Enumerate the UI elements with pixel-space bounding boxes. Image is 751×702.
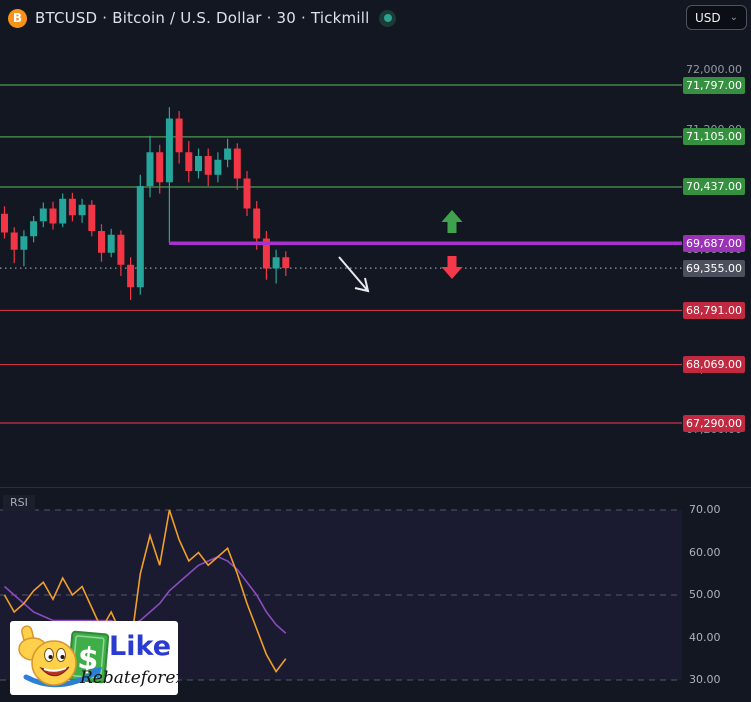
resistance-price-label[interactable]: 70,437.00 [683, 178, 745, 196]
chevron-down-icon: ⌄ [729, 12, 738, 23]
candle-body[interactable] [214, 159, 222, 175]
candle-body[interactable] [165, 118, 173, 183]
support-price-label[interactable]: 67,290.00 [683, 414, 745, 432]
pivot-price-label[interactable]: 69,687.00 [683, 234, 745, 252]
candle-body[interactable] [224, 148, 232, 160]
candle-body[interactable] [59, 198, 67, 224]
trend-arrow-head [354, 277, 370, 293]
candle-body[interactable] [204, 156, 212, 175]
candle-body[interactable] [10, 232, 18, 250]
rsi-axis-tick: 30.00 [689, 673, 721, 686]
rsi-ma-line [3, 555, 287, 634]
brand-watermark: $ Like Rebateforex [10, 621, 178, 695]
rsi-axis-tick: 70.00 [689, 503, 721, 516]
candle-body[interactable] [253, 208, 261, 239]
candle-body[interactable] [1, 213, 8, 233]
rsi-indicator-label[interactable]: RSI [3, 495, 35, 511]
candle-body[interactable] [68, 198, 76, 216]
candle-body[interactable] [30, 221, 38, 237]
candle-body[interactable] [117, 234, 125, 265]
thumbs-up-smiley-icon [18, 625, 77, 686]
candle-body[interactable] [272, 257, 280, 269]
resistance-price-label[interactable]: 71,105.00 [683, 128, 745, 146]
candle-body[interactable] [88, 204, 96, 232]
rsi-line [3, 509, 287, 673]
candle-body[interactable] [262, 238, 270, 269]
candle-body[interactable] [107, 234, 115, 253]
candle-body[interactable] [156, 152, 164, 183]
candle-body[interactable] [185, 152, 193, 172]
connection-status-icon[interactable] [379, 9, 397, 27]
currency-dropdown[interactable]: USD ⌄ [686, 5, 747, 30]
support-price-label[interactable]: 68,791.00 [683, 301, 745, 319]
up-arrow-marker[interactable] [441, 210, 463, 233]
candle-body[interactable] [282, 257, 290, 269]
rsi-axis-tick: 50.00 [689, 588, 721, 601]
candle-body[interactable] [20, 236, 28, 250]
bitcoin-icon: B [8, 8, 27, 28]
candle-body[interactable] [136, 186, 144, 288]
support-price-label[interactable]: 68,069.00 [683, 356, 745, 374]
rsi-axis-tick: 40.00 [689, 630, 721, 644]
symbol-title[interactable]: BTCUSD · Bitcoin / U.S. Dollar · 30 · Ti… [35, 9, 370, 27]
logo-like-text: Like [109, 631, 171, 662]
trend-arrow-line[interactable] [338, 256, 369, 292]
logo-brand-text: Rebateforex [79, 668, 178, 688]
symbol-header: B BTCUSD · Bitcoin / U.S. Dollar · 30 · … [0, 0, 751, 36]
candle-body[interactable] [39, 208, 47, 222]
candle-body[interactable] [195, 156, 202, 172]
candle-body[interactable] [78, 204, 86, 216]
rsi-axis-tick: 60.00 [689, 545, 721, 559]
resistance-price-label[interactable]: 71,797.00 [683, 76, 745, 94]
candle-body[interactable] [243, 178, 251, 209]
price-axis-tick: 72,000.00 [686, 62, 742, 76]
candle-body[interactable] [175, 118, 183, 153]
candle-body[interactable] [146, 152, 154, 187]
current-price-label: 69,355.00 [683, 259, 745, 277]
candle-body[interactable] [233, 148, 241, 179]
currency-value: USD [695, 10, 721, 25]
candle-body[interactable] [127, 264, 135, 288]
candle-body[interactable] [98, 231, 105, 253]
down-arrow-marker[interactable] [441, 256, 463, 279]
candle-body[interactable] [49, 208, 57, 224]
